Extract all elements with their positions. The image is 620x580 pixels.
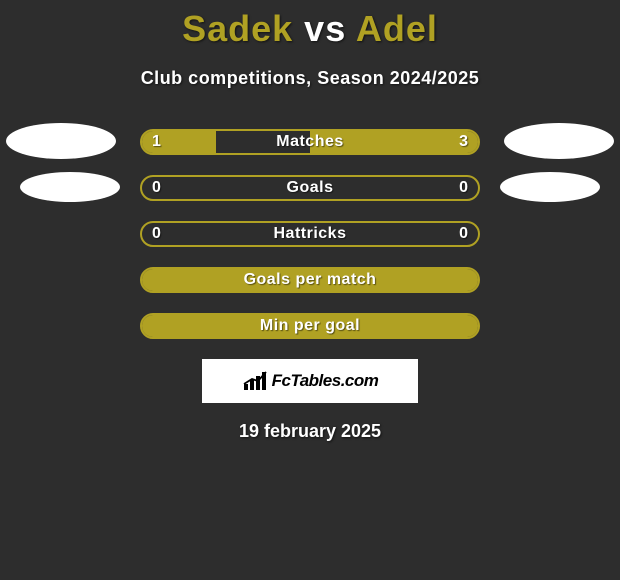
- stat-label: Hattricks: [142, 223, 478, 245]
- stat-pill: 13Matches: [140, 129, 480, 155]
- stat-label: Goals: [142, 177, 478, 199]
- stat-row-mpg: Min per goal: [0, 313, 620, 339]
- stat-pill: 00Goals: [140, 175, 480, 201]
- date-label: 19 february 2025: [0, 421, 620, 442]
- stats-area: 13Matches 00Goals 00Hattricks Goals per mat…: [0, 129, 620, 339]
- stat-row-goals: 00Goals: [0, 175, 620, 201]
- title-vs: vs: [304, 8, 346, 49]
- stat-pill: 00Hattricks: [140, 221, 480, 247]
- stat-pill: Min per goal: [140, 313, 480, 339]
- page-title: Sadek vs Adel: [0, 0, 620, 50]
- subtitle: Club competitions, Season 2024/2025: [0, 68, 620, 89]
- stat-pill: Goals per match: [140, 267, 480, 293]
- title-right: Adel: [356, 8, 438, 49]
- stat-row-hattricks: 00Hattricks: [0, 221, 620, 247]
- bars-icon: [242, 370, 268, 392]
- brand-badge: FcTables.com: [202, 359, 418, 403]
- brand-text: FcTables.com: [272, 371, 379, 391]
- avatar-right: [504, 123, 614, 159]
- avatar-right: [500, 172, 600, 202]
- stat-row-gpm: Goals per match: [0, 267, 620, 293]
- stat-row-matches: 13Matches: [0, 129, 620, 155]
- stat-label: Goals per match: [142, 269, 478, 291]
- stat-label: Min per goal: [142, 315, 478, 337]
- stat-label: Matches: [142, 131, 478, 153]
- avatar-left: [6, 123, 116, 159]
- avatar-left: [20, 172, 120, 202]
- title-left: Sadek: [182, 8, 293, 49]
